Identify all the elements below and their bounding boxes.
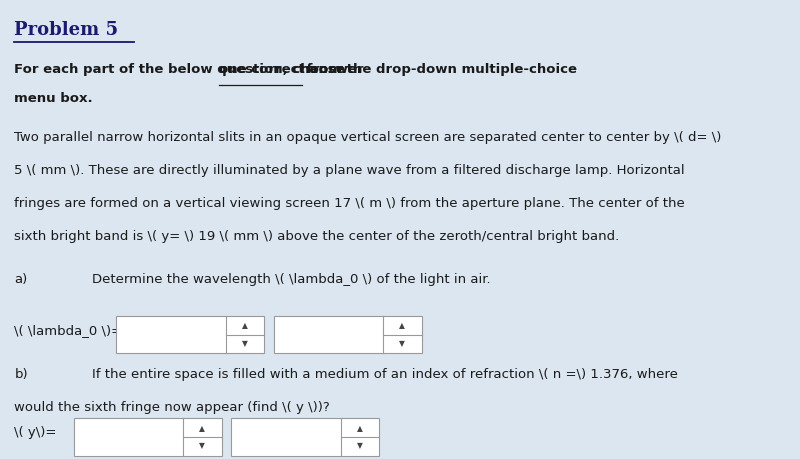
- Text: Determine the wavelength \( \lambda_0 \) of the light in air.: Determine the wavelength \( \lambda_0 \)…: [92, 273, 490, 286]
- Text: menu box.: menu box.: [14, 92, 93, 105]
- Text: ▲: ▲: [399, 321, 406, 330]
- Text: For each part of the below question, choose: For each part of the below question, cho…: [14, 63, 350, 76]
- FancyBboxPatch shape: [116, 316, 264, 353]
- Text: ▲: ▲: [357, 424, 363, 433]
- FancyBboxPatch shape: [274, 316, 422, 353]
- Text: If the entire space is filled with a medium of an index of refraction \( n =\) 1: If the entire space is filled with a med…: [92, 368, 678, 381]
- Text: Two parallel narrow horizontal slits in an opaque vertical screen are separated : Two parallel narrow horizontal slits in …: [14, 131, 722, 144]
- Text: fringes are formed on a vertical viewing screen 17 \( m \) from the aperture pla: fringes are formed on a vertical viewing…: [14, 197, 685, 210]
- Text: one correct answer: one correct answer: [218, 63, 363, 76]
- Text: a): a): [14, 273, 28, 286]
- Text: ▼: ▼: [199, 441, 206, 450]
- Text: ▼: ▼: [242, 339, 248, 348]
- Text: from the drop-down multiple-choice: from the drop-down multiple-choice: [302, 63, 577, 76]
- Text: ▲: ▲: [199, 424, 206, 433]
- Text: ▼: ▼: [357, 441, 363, 450]
- Text: ▼: ▼: [399, 339, 406, 348]
- Text: b): b): [14, 368, 28, 381]
- Text: Problem 5: Problem 5: [14, 21, 118, 39]
- FancyBboxPatch shape: [231, 418, 379, 456]
- Text: sixth bright band is \( y= \) 19 \( mm \) above the center of the zeroth/central: sixth bright band is \( y= \) 19 \( mm \…: [14, 230, 620, 243]
- Text: 5 \( mm \). These are directly illuminated by a plane wave from a filtered disch: 5 \( mm \). These are directly illuminat…: [14, 164, 685, 177]
- Text: \( y\)=: \( y\)=: [14, 426, 57, 439]
- FancyBboxPatch shape: [74, 418, 222, 456]
- Text: would the sixth fringe now appear (find \( y \))?: would the sixth fringe now appear (find …: [14, 401, 330, 414]
- Text: ▲: ▲: [242, 321, 248, 330]
- Text: \( \lambda_0 \)=: \( \lambda_0 \)=: [14, 324, 122, 336]
